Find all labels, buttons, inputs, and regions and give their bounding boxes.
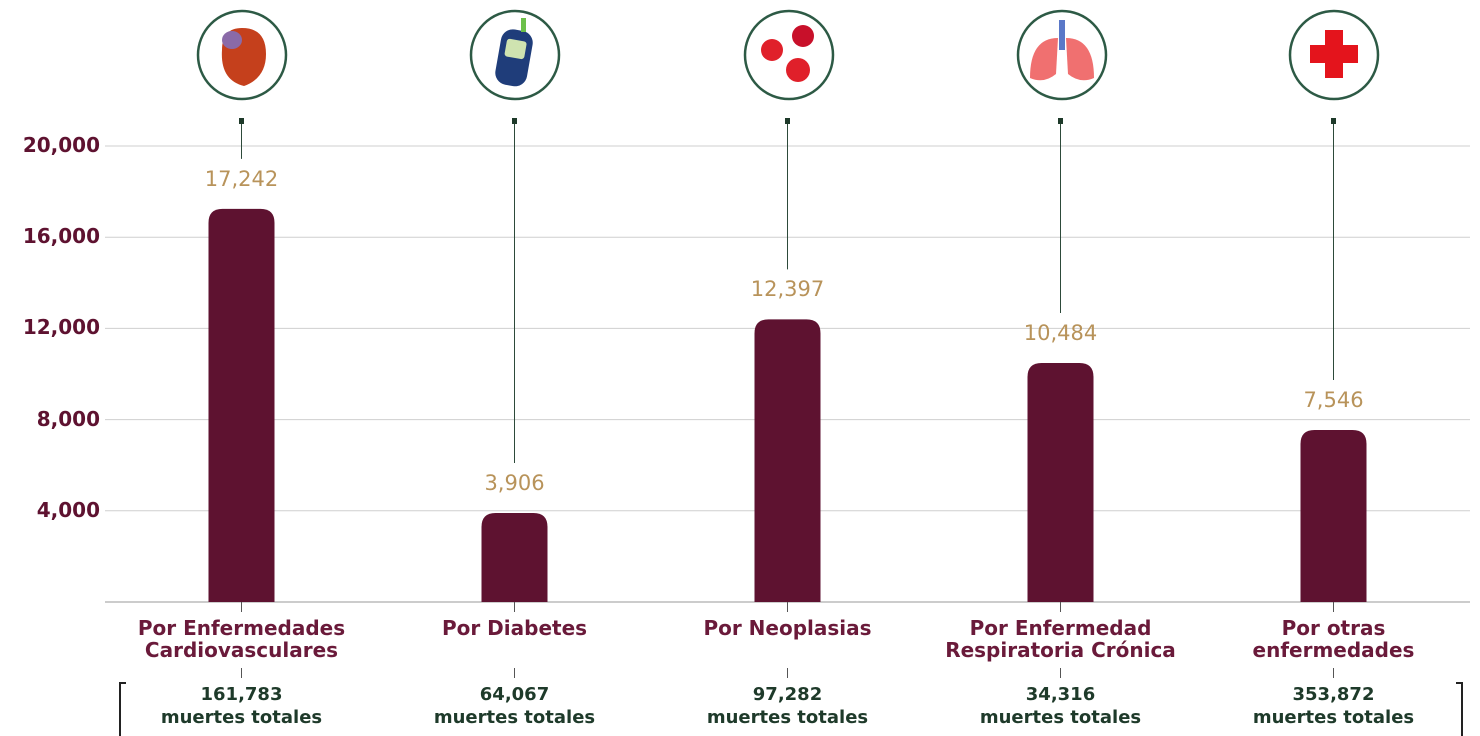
y-tick-label: 8,000 — [36, 406, 100, 431]
value-label: 12,397 — [750, 277, 825, 302]
bar — [481, 512, 548, 602]
connector-end — [785, 118, 790, 124]
connector-end — [239, 118, 244, 124]
bar — [1300, 429, 1367, 602]
connector-end — [1331, 118, 1336, 124]
category-label: Por Diabetes — [441, 616, 588, 640]
total-value: 34,316 — [1025, 684, 1096, 705]
y-tick-label: 20,000 — [22, 133, 100, 157]
total-caption: muertes totales — [160, 707, 323, 728]
icons — [196, 9, 1380, 101]
brackets — [119, 682, 1463, 736]
total-value: 161,783 — [200, 684, 283, 705]
total-caption: muertes totales — [433, 707, 596, 728]
total-caption: muertes totales — [979, 707, 1142, 728]
y-tick-label: 4,000 — [36, 497, 100, 522]
icon-art — [221, 18, 1358, 87]
connector-end — [1058, 118, 1063, 124]
category-label: Por Enfermedades Cardiovasculares — [137, 616, 346, 662]
connector-end — [512, 118, 517, 124]
bar — [208, 208, 275, 603]
category-label: Por Neoplasias — [703, 616, 872, 640]
category-label: Por otras enfermedades — [1252, 616, 1415, 662]
total-caption: muertes totales — [1252, 707, 1415, 728]
category-label: Por Enfermedad Respiratoria Crónica — [945, 616, 1176, 662]
bar — [754, 319, 821, 602]
bar — [1027, 362, 1094, 602]
value-label: 7,546 — [1303, 387, 1364, 412]
total-caption: muertes totales — [706, 707, 869, 728]
value-label: 10,484 — [1023, 320, 1098, 345]
value-label: 17,242 — [204, 166, 279, 191]
total-value: 353,872 — [1292, 684, 1375, 705]
total-value: 64,067 — [479, 684, 550, 705]
y-tick-label: 16,000 — [22, 224, 100, 249]
total-value: 97,282 — [752, 684, 823, 705]
value-label: 3,906 — [484, 470, 545, 495]
y-tick-label: 12,000 — [22, 315, 100, 340]
